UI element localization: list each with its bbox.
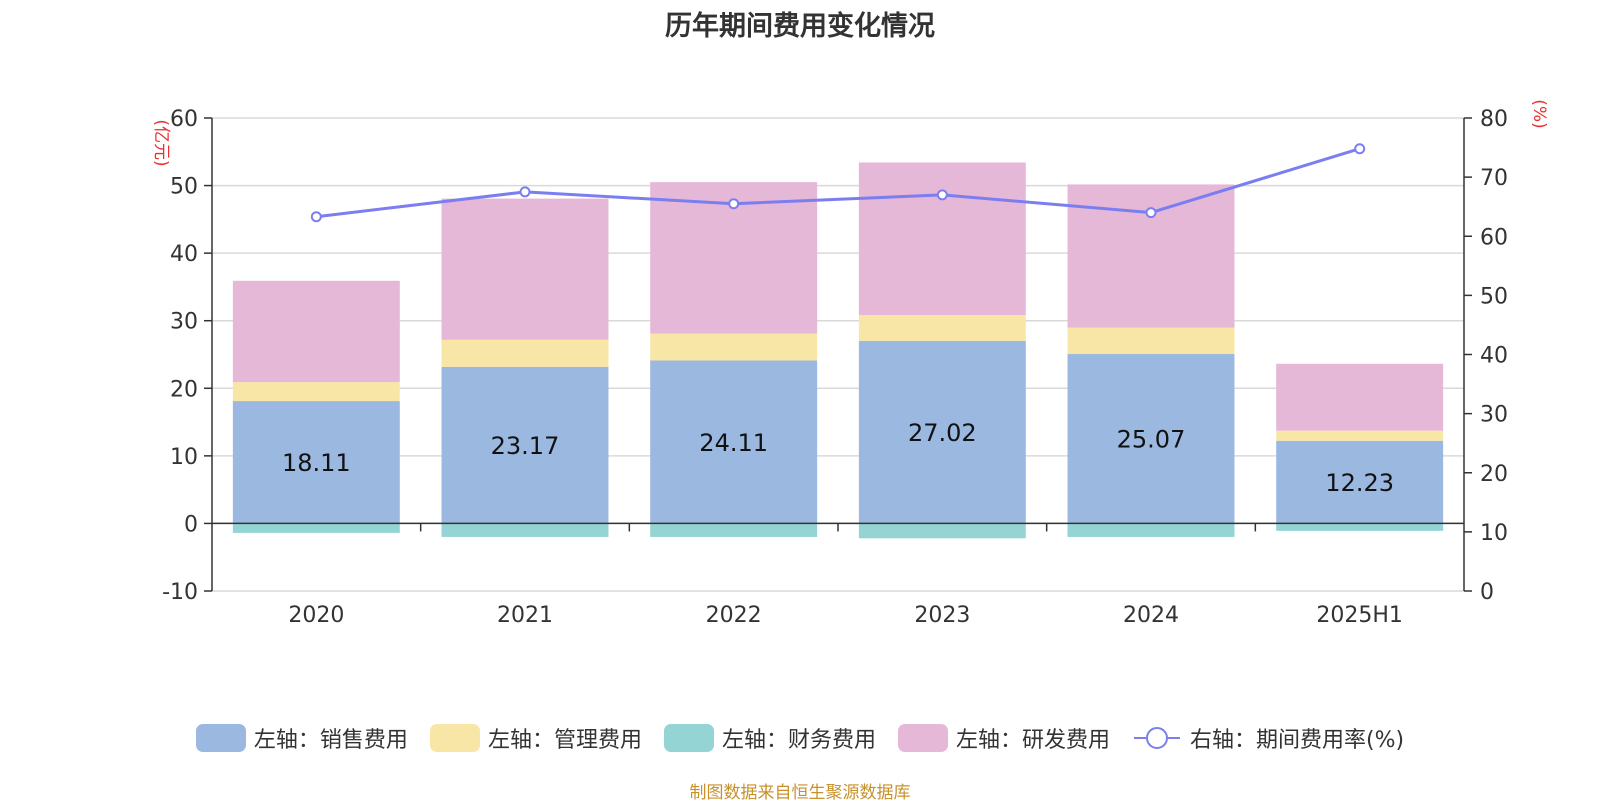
x-axis-tick-label: 2023 bbox=[914, 603, 970, 628]
bar-value-label: 27.02 bbox=[908, 419, 977, 447]
source-note: 制图数据来自恒生聚源数据库 bbox=[689, 783, 911, 803]
legend-item-finance[interactable]: 左轴：财务费用 bbox=[663, 722, 876, 754]
rate-point bbox=[728, 198, 740, 210]
chart-title: 历年期间费用变化情况 bbox=[665, 11, 935, 42]
bar-segment bbox=[1067, 523, 1235, 537]
left-axis-tick-label: 10 bbox=[170, 445, 198, 470]
left-axis-tick-label: 30 bbox=[170, 310, 198, 335]
rate-point bbox=[1145, 207, 1157, 219]
left-axis-tick-label: -10 bbox=[162, 580, 198, 605]
left-axis-tick-label: 20 bbox=[170, 377, 198, 402]
bar-segment bbox=[858, 340, 1026, 524]
bar-segment bbox=[232, 401, 400, 524]
bar-segment bbox=[650, 333, 818, 361]
right-axis-tick-label: 70 bbox=[1480, 166, 1508, 191]
x-axis-tick-label: 2024 bbox=[1123, 603, 1179, 628]
legend-label-rnd: 左轴：研发费用 bbox=[955, 728, 1110, 753]
bar-segment bbox=[1067, 184, 1235, 328]
legend-swatch-sales bbox=[195, 724, 246, 752]
legend-item-admin[interactable]: 左轴：管理费用 bbox=[429, 722, 642, 754]
left-axis-tick-label: 40 bbox=[170, 242, 198, 267]
left-axis-tick-label: 50 bbox=[170, 175, 198, 200]
bar-segment bbox=[650, 360, 818, 524]
bar-segment bbox=[441, 198, 609, 340]
bar-segment bbox=[1067, 327, 1235, 355]
x-axis-tick-label: 2025H1 bbox=[1316, 603, 1403, 628]
right-axis-tick-label: 0 bbox=[1480, 580, 1494, 605]
x-axis-tick-label: 2021 bbox=[497, 603, 553, 628]
right-axis-tick-label: 40 bbox=[1480, 344, 1508, 369]
legend-item-rate[interactable]: 右轴：期间费用率(%) bbox=[1132, 722, 1404, 754]
rate-point bbox=[310, 211, 322, 223]
right-axis-tick-label: 10 bbox=[1480, 521, 1508, 546]
right-axis-tick-label: 60 bbox=[1480, 225, 1508, 250]
bar-value-label: 25.07 bbox=[1117, 426, 1186, 454]
legend-label-admin: 左轴：管理费用 bbox=[487, 728, 642, 753]
bar-segment bbox=[858, 162, 1026, 316]
bar-segment bbox=[441, 339, 609, 367]
rate-point bbox=[1354, 143, 1366, 155]
left-axis-tick-label: 60 bbox=[170, 107, 198, 132]
legend-item-rnd[interactable]: 左轴：研发费用 bbox=[897, 722, 1110, 754]
legend-swatch-rnd bbox=[897, 724, 948, 752]
legend: 左轴：销售费用 左轴：管理费用 左轴：财务费用 左轴：研发费用 右轴：期间费用率… bbox=[0, 720, 1600, 756]
bar-segment bbox=[1276, 440, 1444, 524]
bar-segment bbox=[858, 315, 1026, 341]
legend-item-sales[interactable]: 左轴：销售费用 bbox=[195, 722, 408, 754]
bar-segment bbox=[441, 366, 609, 524]
right-axis-tick-label: 20 bbox=[1480, 462, 1508, 487]
legend-label-rate: 右轴：期间费用率(%) bbox=[1189, 728, 1405, 753]
bar-value-label: 23.17 bbox=[491, 432, 560, 460]
bar-segment bbox=[232, 523, 400, 533]
left-axis-tick-label: 0 bbox=[184, 512, 198, 537]
bar-value-label: 12.23 bbox=[1325, 469, 1394, 497]
bar-segment bbox=[1276, 363, 1444, 431]
bar-segment bbox=[1067, 354, 1235, 524]
legend-label-finance: 左轴：财务费用 bbox=[721, 728, 876, 753]
bar-segment bbox=[1276, 523, 1444, 531]
bar-segment bbox=[232, 280, 400, 383]
right-axis-tick-label: 80 bbox=[1480, 107, 1508, 132]
bar-segment bbox=[858, 523, 1026, 539]
x-axis-tick-label: 2020 bbox=[288, 603, 344, 628]
legend-label-sales: 左轴：销售费用 bbox=[253, 728, 408, 753]
right-axis-tick-label: 30 bbox=[1480, 403, 1508, 428]
bar-segment bbox=[650, 523, 818, 537]
bar-segment bbox=[1276, 430, 1444, 441]
x-axis-tick-label: 2022 bbox=[706, 603, 762, 628]
rate-point bbox=[519, 186, 531, 198]
rate-line bbox=[316, 147, 1361, 219]
right-axis-unit: (%) bbox=[1529, 99, 1549, 128]
legend-line-circle-icon bbox=[1133, 727, 1180, 749]
bar-segment bbox=[232, 382, 400, 402]
left-axis-unit: (亿元) bbox=[151, 119, 171, 166]
bar-segment bbox=[441, 523, 609, 537]
bar-value-label: 18.11 bbox=[282, 449, 351, 477]
rate-point bbox=[936, 189, 948, 201]
right-axis-tick-label: 50 bbox=[1480, 284, 1508, 309]
legend-swatch-admin bbox=[429, 724, 480, 752]
bar-value-label: 24.11 bbox=[699, 429, 768, 457]
legend-swatch-finance bbox=[663, 724, 714, 752]
